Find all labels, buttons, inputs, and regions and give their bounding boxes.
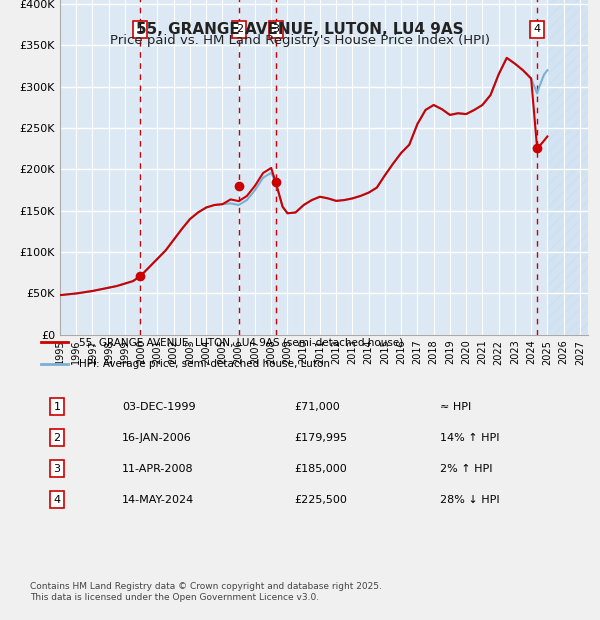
Text: £225,500: £225,500 [295,495,347,505]
Text: 1: 1 [136,24,143,34]
Text: 3: 3 [53,464,61,474]
Text: Contains HM Land Registry data © Crown copyright and database right 2025.
This d: Contains HM Land Registry data © Crown c… [30,582,382,601]
Text: 2% ↑ HPI: 2% ↑ HPI [440,464,493,474]
Text: 1: 1 [53,402,61,412]
Bar [60,0,547,335]
Text: 2: 2 [236,24,243,34]
Text: Price paid vs. HM Land Registry's House Price Index (HPI): Price paid vs. HM Land Registry's House … [110,34,490,47]
Text: 11-APR-2008: 11-APR-2008 [122,464,193,474]
Text: 4: 4 [533,24,541,34]
Text: ≈ HPI: ≈ HPI [440,402,472,412]
Bar [547,0,588,335]
Text: 4: 4 [53,495,61,505]
Text: 2: 2 [53,433,61,443]
Text: £71,000: £71,000 [295,402,340,412]
Text: 14% ↑ HPI: 14% ↑ HPI [440,433,500,443]
Text: 14-MAY-2024: 14-MAY-2024 [122,495,194,505]
Text: 3: 3 [272,24,280,34]
Text: 28% ↓ HPI: 28% ↓ HPI [440,495,500,505]
Text: HPI: Average price, semi-detached house, Luton: HPI: Average price, semi-detached house,… [79,360,329,370]
Text: 55, GRANGE AVENUE, LUTON, LU4 9AS (semi-detached house): 55, GRANGE AVENUE, LUTON, LU4 9AS (semi-… [79,337,403,347]
Text: £179,995: £179,995 [295,433,348,443]
Text: 55, GRANGE AVENUE, LUTON, LU4 9AS: 55, GRANGE AVENUE, LUTON, LU4 9AS [136,22,464,37]
Text: 16-JAN-2006: 16-JAN-2006 [122,433,191,443]
Text: 03-DEC-1999: 03-DEC-1999 [122,402,196,412]
Text: £185,000: £185,000 [295,464,347,474]
